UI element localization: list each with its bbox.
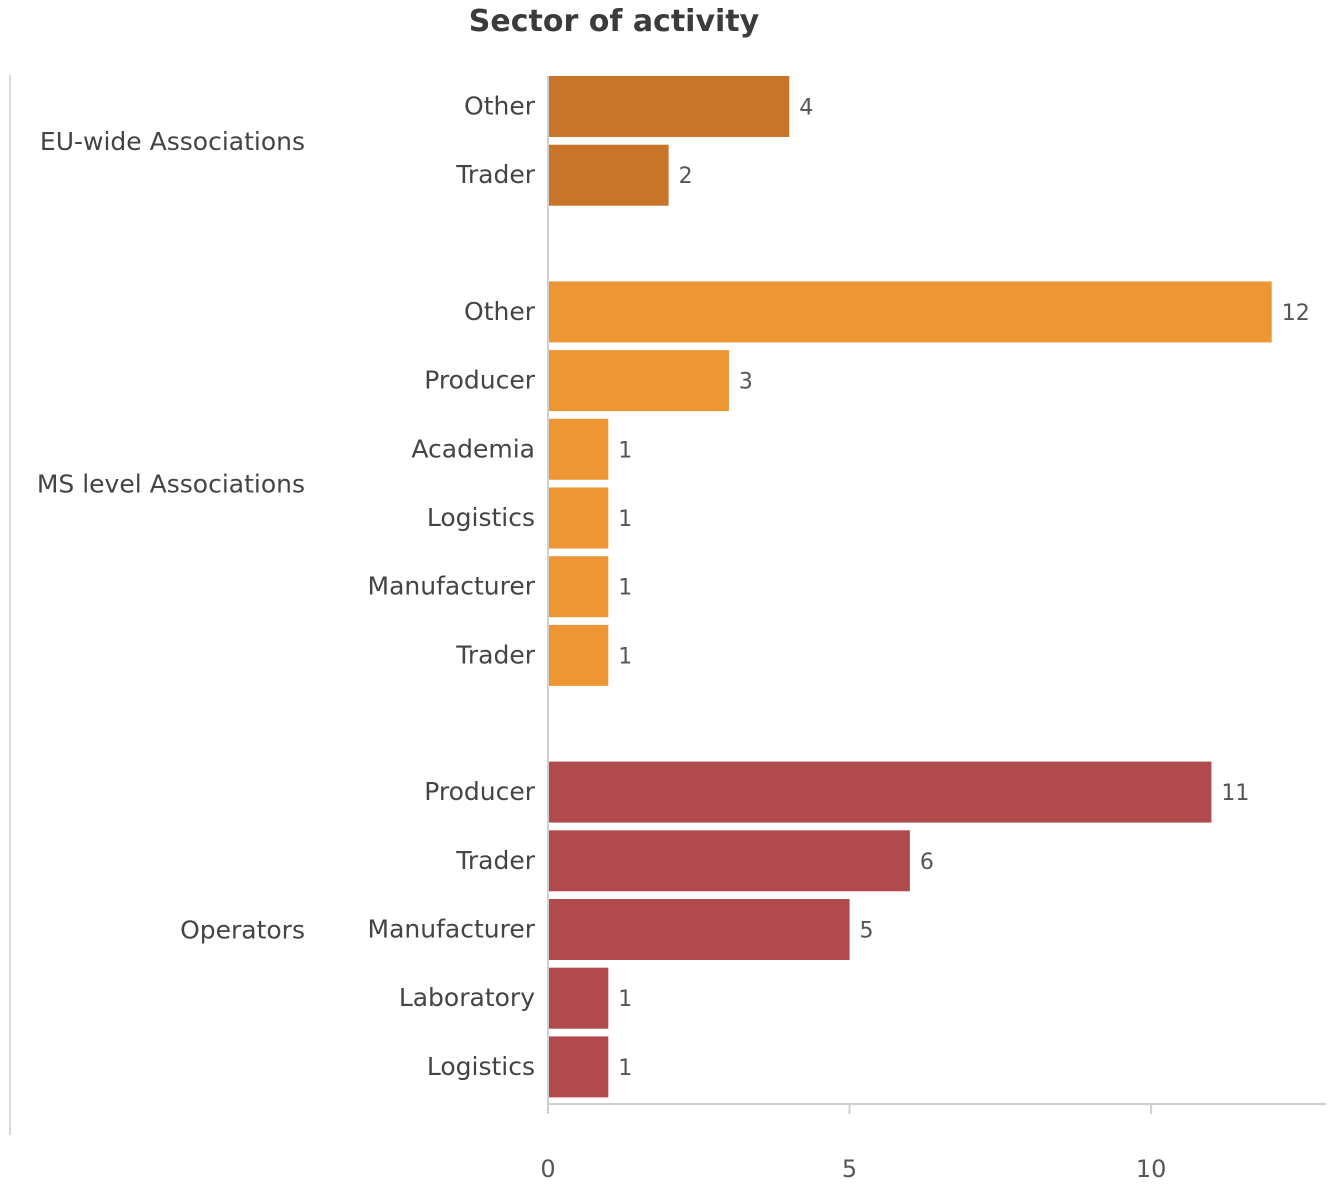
bar-eu-wide-associations-other <box>548 76 790 137</box>
category-label: Manufacturer <box>368 572 536 601</box>
bar-operators-producer <box>548 761 1212 823</box>
chart-title: Sector of activity <box>468 4 760 39</box>
category-label: Manufacturer <box>368 915 536 944</box>
data-label: 1 <box>618 576 632 601</box>
data-label: 2 <box>679 164 693 189</box>
bar-ms-level-associations-other <box>548 281 1272 343</box>
category-label: Logistics <box>427 1052 535 1081</box>
data-label: 1 <box>618 507 632 532</box>
category-label: Trader <box>455 160 535 189</box>
x-tick-label: 5 <box>842 1155 857 1183</box>
bar-operators-logistics <box>548 1036 609 1098</box>
labels-layer: Other 4 Trader 2 EU-wide Associations Other 12… <box>37 92 1310 1081</box>
bar-ms-level-associations-trader <box>548 624 609 686</box>
bar-operators-trader <box>548 830 910 892</box>
data-label: 1 <box>618 644 632 669</box>
category-label: Other <box>464 297 536 326</box>
data-label: 5 <box>860 919 874 944</box>
x-tick-label: 0 <box>540 1155 555 1183</box>
category-label: Producer <box>424 366 536 395</box>
group-label: Operators <box>180 916 305 945</box>
data-label: 1 <box>618 987 632 1012</box>
x-axis: 0 5 10 <box>540 76 1326 1183</box>
x-tick-label: 10 <box>1136 1155 1167 1183</box>
data-label: 12 <box>1282 301 1310 326</box>
category-label: Trader <box>455 640 535 669</box>
bar-ms-level-associations-producer <box>548 350 729 412</box>
bar-operators-manufacturer <box>548 899 850 960</box>
data-label: 6 <box>920 850 934 875</box>
bars-layer <box>548 76 1272 1098</box>
group-label: EU-wide Associations <box>40 127 305 156</box>
data-label: 4 <box>799 96 813 121</box>
category-label: Laboratory <box>399 983 535 1012</box>
bar-ms-level-associations-manufacturer <box>548 556 609 618</box>
category-label: Other <box>464 92 536 121</box>
data-label: 1 <box>618 1056 632 1081</box>
category-label: Producer <box>424 777 536 806</box>
data-label: 3 <box>739 370 753 395</box>
category-label: Trader <box>455 846 535 875</box>
bar-eu-wide-associations-trader <box>548 144 669 206</box>
category-label: Academia <box>411 434 535 463</box>
bar-operators-laboratory <box>548 967 609 1029</box>
data-label: 1 <box>618 438 632 463</box>
bar-ms-level-associations-academia <box>548 418 609 480</box>
category-label: Logistics <box>427 503 535 532</box>
data-label: 11 <box>1221 781 1249 806</box>
bar-ms-level-associations-logistics <box>548 487 609 549</box>
group-label: MS level Associations <box>37 470 305 499</box>
